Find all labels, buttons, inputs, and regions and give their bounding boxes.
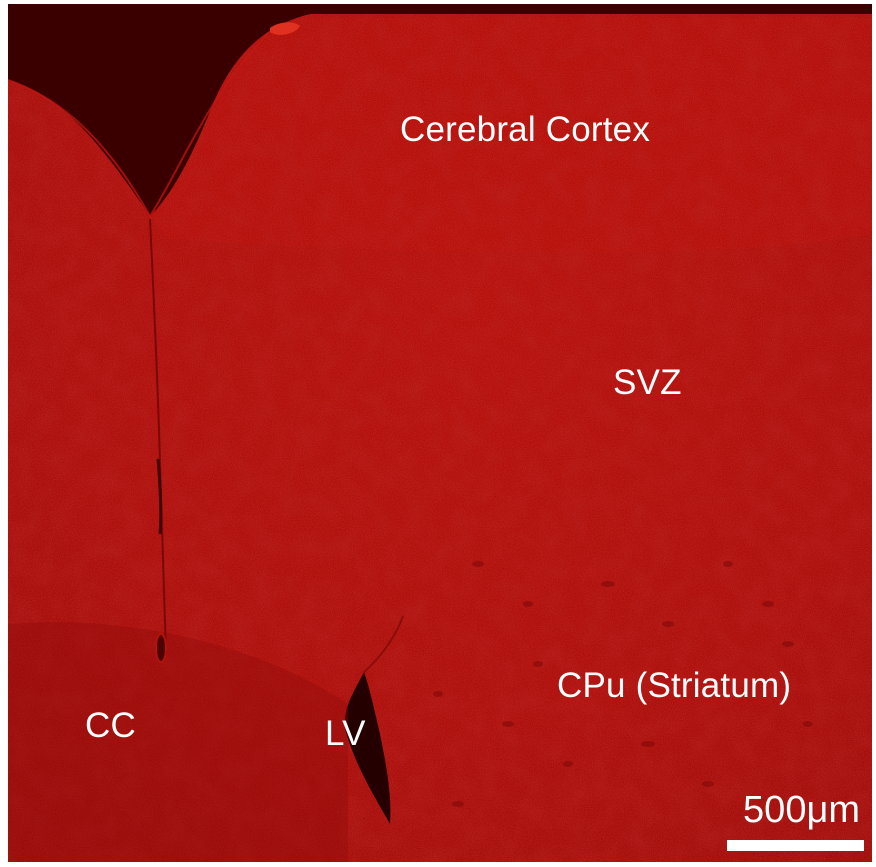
label-corpus-callosum: CC	[85, 706, 136, 745]
midline-crease	[149, 218, 167, 655]
striatal-bundles	[433, 561, 813, 807]
interhemispheric-gap	[8, 4, 872, 216]
brain-section-micrograph	[8, 4, 872, 862]
scale-bar-label: 500μm	[743, 789, 860, 831]
label-cpu-striatum: CPu (Striatum)	[557, 666, 792, 705]
top-margin	[8, 4, 872, 14]
midline-crease-2	[156, 458, 163, 535]
label-lateral-ventricle: LV	[325, 714, 366, 753]
lower-left-shade	[8, 622, 348, 862]
lateral-ventricle	[344, 672, 391, 824]
label-svz: SVZ	[613, 363, 682, 402]
gap-edge	[8, 33, 269, 218]
ventricle-wall	[363, 615, 404, 673]
vessel	[155, 633, 167, 663]
tissue-debris	[270, 22, 300, 35]
scale-bar	[727, 840, 864, 851]
label-cerebral-cortex: Cerebral Cortex	[400, 110, 651, 149]
